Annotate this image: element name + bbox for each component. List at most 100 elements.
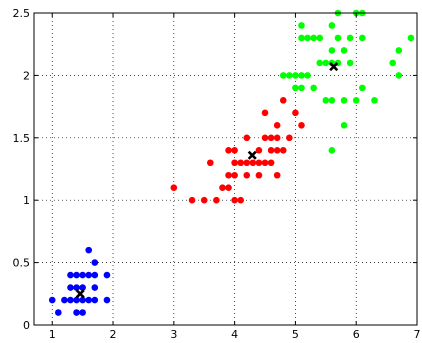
- data-point-cluster-2: [261, 159, 269, 167]
- data-point-cluster-1: [91, 259, 99, 266]
- data-point-cluster-3: [395, 72, 403, 79]
- x-tick-label: 7: [414, 328, 421, 341]
- plot-frame: [33, 12, 418, 326]
- data-point-cluster-2: [243, 134, 251, 142]
- data-point-cluster-2: [237, 196, 244, 204]
- data-point-cluster-3: [304, 34, 311, 42]
- data-point-cluster-3: [310, 84, 317, 92]
- data-point-cluster-1: [61, 296, 68, 304]
- data-point-cluster-2: [237, 159, 244, 167]
- data-point-cluster-3: [352, 97, 360, 104]
- y-tick-label: 1: [23, 194, 30, 207]
- x-tick-label: 5: [292, 328, 299, 341]
- data-point-cluster-1: [85, 271, 93, 279]
- data-point-cluster-3: [340, 97, 348, 104]
- x-tick-label: 1: [49, 328, 56, 341]
- data-point-cluster-3: [328, 146, 336, 154]
- data-point-cluster-1: [73, 271, 80, 279]
- centroids: [75, 62, 339, 299]
- data-point-cluster-2: [273, 122, 281, 129]
- data-point-cluster-3: [407, 34, 415, 42]
- data-point-cluster-2: [261, 109, 269, 117]
- data-point-cluster-2: [219, 184, 226, 192]
- data-point-cluster-2: [255, 159, 263, 167]
- data-point-cluster-1: [91, 284, 99, 291]
- data-point-cluster-2: [225, 146, 232, 154]
- data-point-cluster-3: [358, 84, 366, 92]
- data-point-cluster-3: [298, 72, 305, 79]
- data-point-cluster-1: [103, 296, 111, 304]
- y-tick-label: 0.5: [13, 257, 31, 270]
- data-point-cluster-2: [298, 122, 305, 129]
- data-point-cluster-2: [231, 171, 238, 179]
- data-point-cluster-1: [85, 246, 93, 254]
- data-point-cluster-3: [389, 59, 396, 67]
- data-point-cluster-2: [225, 171, 232, 179]
- y-tick-label: 2.5: [13, 7, 31, 20]
- data-point-cluster-1: [67, 296, 74, 304]
- data-point-cluster-2: [188, 196, 196, 204]
- data-point-cluster-1: [55, 309, 62, 316]
- data-point-cluster-3: [395, 47, 403, 54]
- x-tick-label: 3: [170, 328, 177, 341]
- data-point-cluster-2: [231, 146, 238, 154]
- data-point-cluster-3: [322, 59, 330, 67]
- data-point-cluster-1: [91, 271, 99, 279]
- data-point-cluster-1: [79, 284, 86, 291]
- data-point-cluster-2: [225, 184, 232, 192]
- data-point-cluster-2: [261, 134, 269, 142]
- data-point-cluster-2: [207, 159, 214, 167]
- centroid-marker-1: [75, 289, 85, 299]
- data-point-cluster-3: [310, 34, 317, 42]
- data-point-cluster-1: [73, 284, 80, 291]
- data-point-cluster-2: [255, 171, 263, 179]
- data-point-cluster-3: [371, 97, 378, 104]
- data-point-cluster-3: [298, 34, 305, 42]
- data-point-cluster-3: [316, 34, 324, 42]
- x-tick-label: 4: [231, 328, 238, 341]
- data-point-cluster-2: [249, 159, 257, 167]
- data-point-cluster-2: [267, 146, 275, 154]
- y-tick-label: 0: [23, 319, 30, 332]
- data-point-cluster-2: [255, 146, 263, 154]
- x-tick-label: 2: [110, 328, 117, 341]
- data-point-cluster-1: [91, 296, 99, 304]
- data-point-cluster-3: [298, 22, 305, 29]
- data-point-cluster-3: [358, 34, 366, 42]
- data-point-cluster-2: [286, 134, 293, 142]
- data-point-cluster-2: [200, 196, 208, 204]
- y-tick-label: 2: [23, 69, 30, 82]
- data-point-cluster-3: [279, 72, 287, 79]
- data-point-cluster-3: [328, 97, 336, 104]
- data-point-cluster-2: [231, 159, 238, 167]
- data-point-cluster-3: [304, 72, 311, 79]
- data-point-cluster-2: [243, 159, 251, 167]
- data-point-cluster-1: [67, 284, 74, 291]
- data-point-cluster-1: [79, 309, 86, 316]
- data-point-cluster-3: [298, 84, 305, 92]
- x-tick-label: 6: [353, 328, 360, 341]
- data-point-cluster-2: [273, 146, 281, 154]
- data-point-cluster-3: [316, 59, 324, 67]
- data-point-cluster-1: [103, 271, 111, 279]
- data-point-cluster-1: [79, 296, 86, 304]
- data-point-cluster-1: [73, 309, 80, 316]
- data-point-cluster-3: [292, 84, 299, 92]
- data-point-cluster-2: [231, 196, 238, 204]
- tick-labels: 1 2 3 4 5 6 7 0 0.5 1 1.5 2 2.5: [13, 7, 421, 341]
- data-point-cluster-2: [213, 196, 220, 204]
- centroid-marker-3: [329, 62, 339, 72]
- data-point-cluster-3: [346, 34, 354, 42]
- data-point-cluster-3: [340, 47, 348, 54]
- data-point-cluster-1: [79, 271, 86, 279]
- data-point-cluster-2: [279, 146, 287, 154]
- data-point-cluster-2: [279, 97, 287, 104]
- y-tick-label: 1.5: [13, 132, 31, 145]
- data-point-cluster-3: [328, 22, 336, 29]
- data-point-cluster-1: [85, 296, 93, 304]
- data-point-cluster-2: [267, 134, 275, 142]
- data-point-cluster-2: [273, 171, 281, 179]
- data-point-cluster-1: [73, 296, 80, 304]
- data-point-cluster-3: [340, 122, 348, 129]
